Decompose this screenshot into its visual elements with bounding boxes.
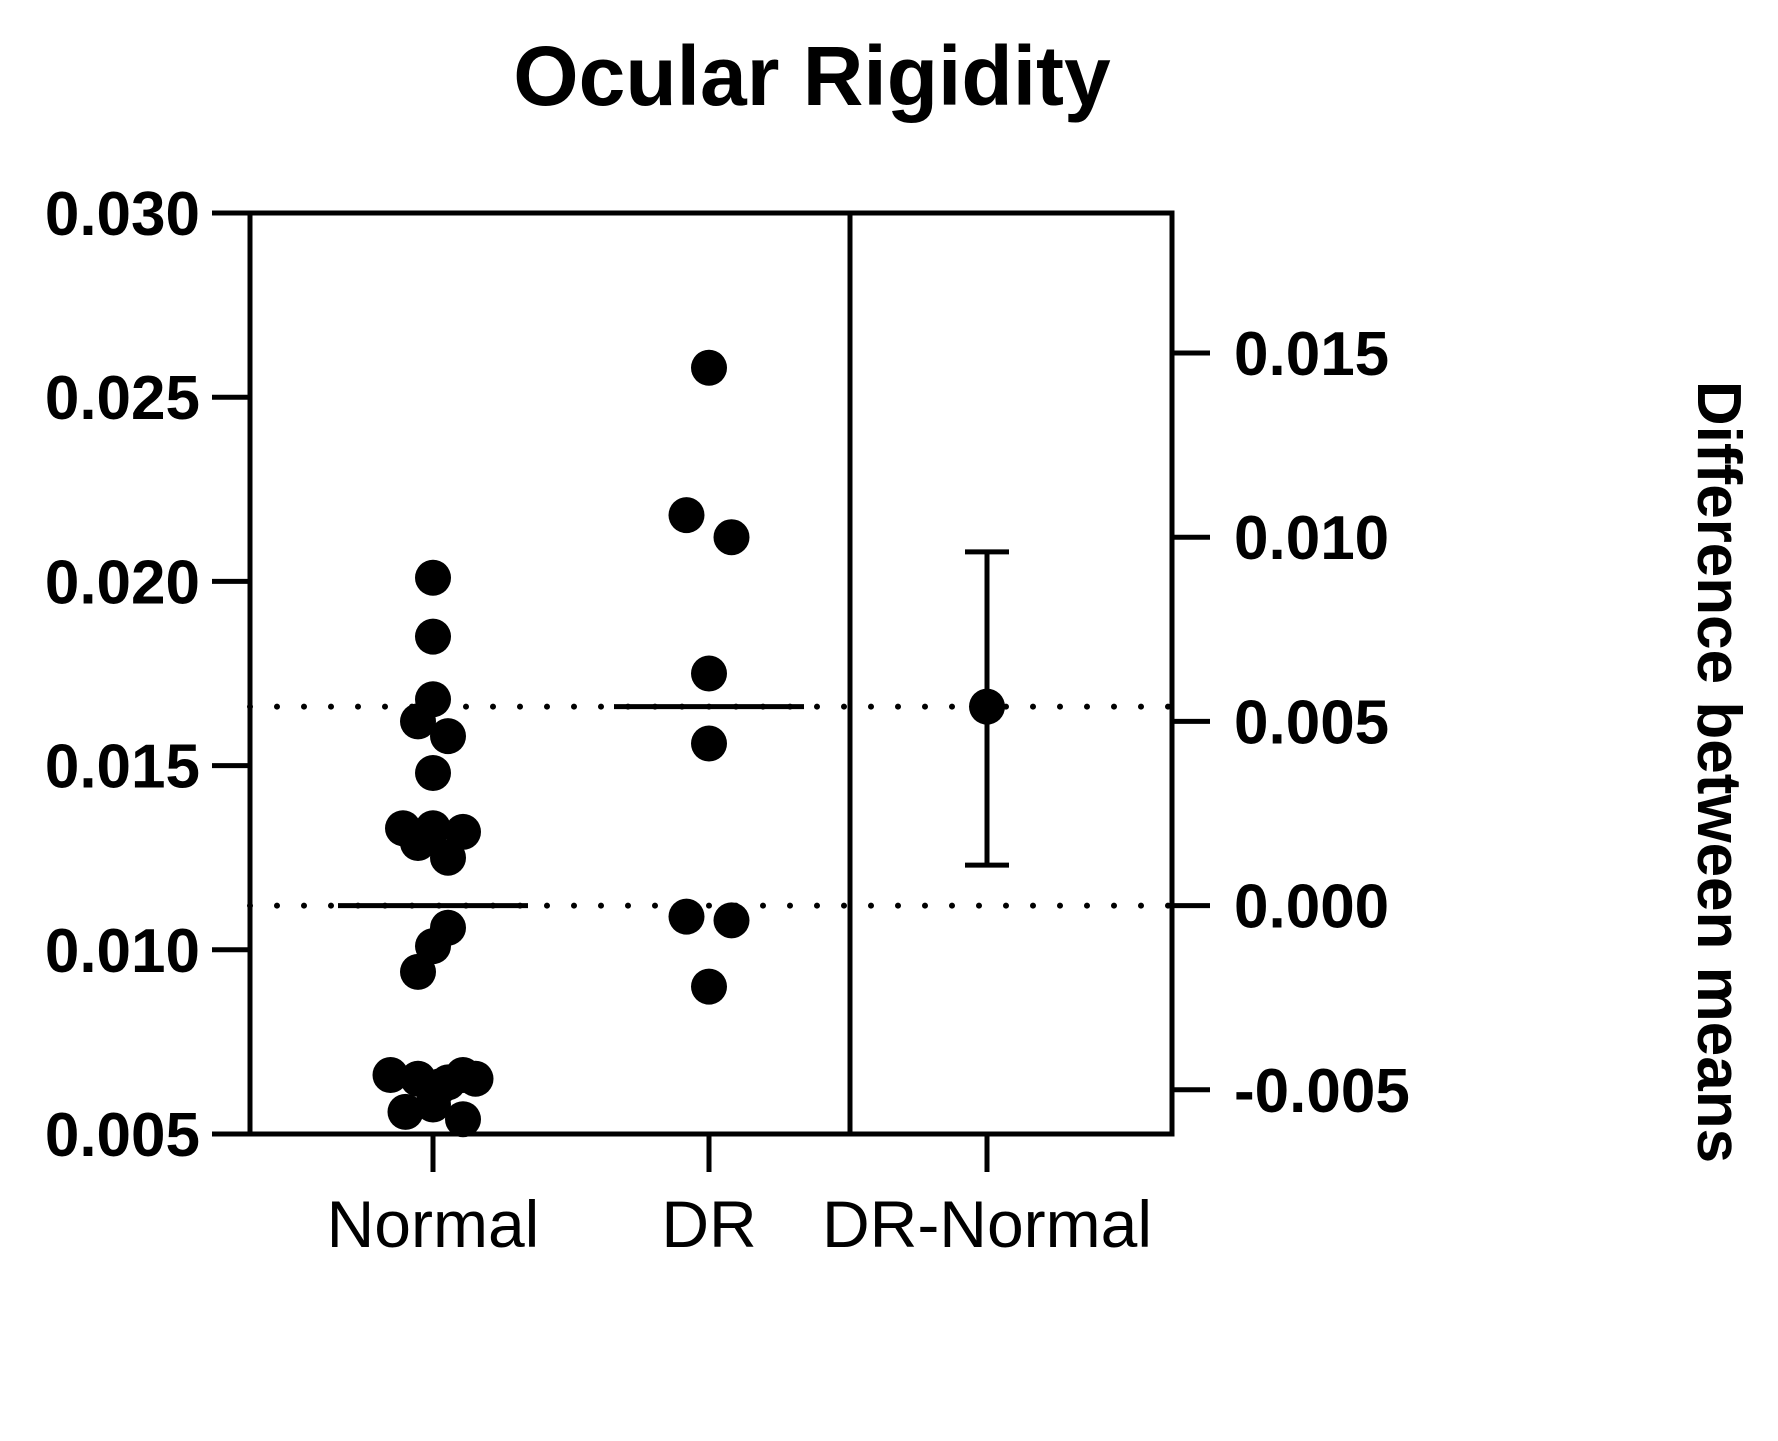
data-point <box>430 839 466 876</box>
category-label: DR-Normal <box>822 1187 1152 1261</box>
category-label: Normal <box>327 1187 540 1261</box>
data-point <box>400 824 436 861</box>
right-axis-ticks: -0.005 0.000 0.005 0.010 0.015 <box>1172 320 1410 1126</box>
mean-lines <box>338 704 804 909</box>
chart-title: Ocular Rigidity <box>513 29 1111 123</box>
data-point <box>713 902 750 939</box>
left-tick-label: 0.030 <box>45 180 200 249</box>
data-point <box>415 1086 451 1123</box>
difference-estimate <box>965 549 1009 868</box>
data-point <box>668 497 705 534</box>
data-point <box>415 754 451 791</box>
category-axis-ticks: Normal DR DR-Normal <box>327 1134 1152 1261</box>
data-point <box>691 968 727 1005</box>
left-axis-ticks: 0.005 0.010 0.015 0.020 0.025 0.030 <box>45 180 250 1170</box>
data-point <box>668 898 705 935</box>
left-tick-label: 0.025 <box>45 364 200 433</box>
left-tick-label: 0.015 <box>45 733 200 802</box>
left-tick-label: 0.010 <box>45 917 200 986</box>
data-point <box>691 725 727 762</box>
left-tick-label: 0.005 <box>45 1101 200 1170</box>
right-tick-label: 0.005 <box>1234 688 1389 757</box>
data-point <box>400 953 436 990</box>
data-point <box>457 1060 494 1097</box>
left-tick-label: 0.020 <box>45 548 200 617</box>
data-point <box>415 559 451 596</box>
data-point <box>713 519 750 556</box>
difference-point <box>969 688 1005 725</box>
data-points <box>372 349 750 1138</box>
right-axis-title: Difference between means <box>1684 381 1753 1163</box>
category-label: DR <box>661 1187 756 1261</box>
data-point <box>372 1057 409 1094</box>
right-tick-label: 0.000 <box>1234 873 1389 942</box>
right-tick-label: 0.015 <box>1234 320 1389 389</box>
data-point <box>400 703 436 740</box>
data-point <box>430 718 466 755</box>
right-tick-label: 0.010 <box>1234 504 1389 573</box>
data-point <box>445 1101 481 1138</box>
right-tick-label: -0.005 <box>1234 1057 1410 1126</box>
data-point <box>415 618 451 655</box>
data-point <box>691 655 727 692</box>
data-point <box>387 1093 424 1130</box>
data-point <box>691 349 727 386</box>
